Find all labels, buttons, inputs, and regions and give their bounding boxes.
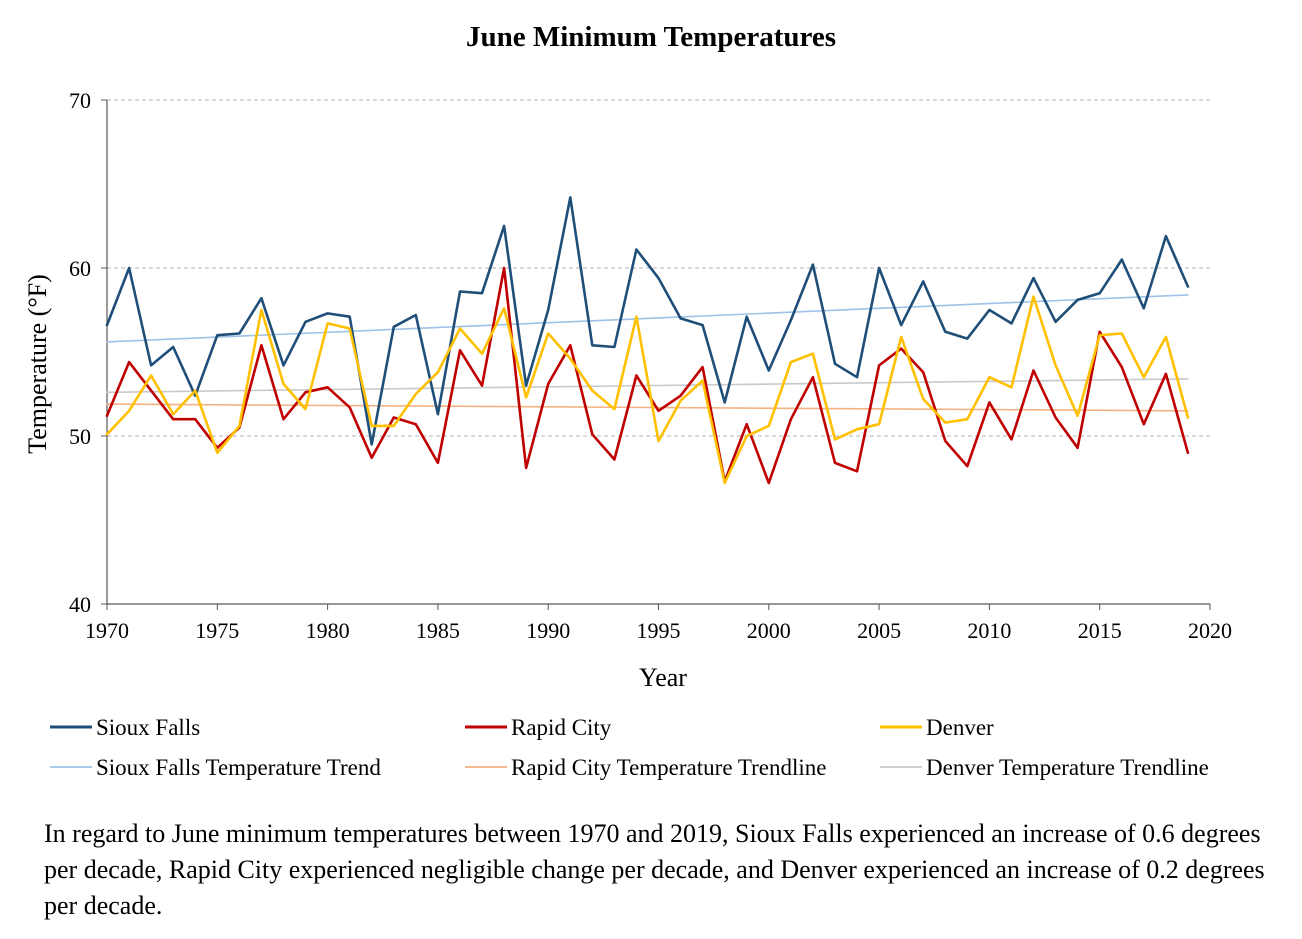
- legend-label-rapid-city: Rapid City: [511, 715, 612, 740]
- axes: 40 50 60 70 1970 1975 1980 1985 1990 1995 2000 2005…: [69, 88, 1232, 643]
- y-axis-label: Temperature (°F): [23, 274, 52, 454]
- y-tick-label: 50: [69, 424, 91, 449]
- y-tick-label: 60: [69, 256, 91, 281]
- x-tick-label: 2020: [1188, 618, 1232, 643]
- legend-label-denver: Denver: [926, 715, 994, 740]
- denver-line: [105, 295, 1190, 485]
- x-tick-label: 1990: [526, 618, 570, 643]
- x-tick-label: 2000: [747, 618, 791, 643]
- legend-label-denver-temperature-trendline: Denver Temperature Trendline: [926, 755, 1209, 780]
- series-lines: [105, 196, 1190, 485]
- x-tick-label: 1975: [195, 618, 239, 643]
- x-tick-label: 1970: [85, 618, 129, 643]
- x-tick-label: 2010: [967, 618, 1011, 643]
- sioux-falls-temperature-trend-line: [106, 294, 1189, 343]
- legend: Sioux Falls Rapid City Denver Sioux Falls T…: [50, 715, 1209, 780]
- y-tick-label: 40: [69, 592, 91, 617]
- gridlines: [107, 99, 1210, 437]
- x-tick-label: 1980: [306, 618, 350, 643]
- x-tick-label: 2015: [1078, 618, 1122, 643]
- sioux-falls-line: [105, 196, 1190, 446]
- x-tick-label: 2005: [857, 618, 901, 643]
- rapid-city-line: [105, 266, 1190, 485]
- y-tick-label: 70: [69, 88, 91, 113]
- x-tick-label: 1985: [416, 618, 460, 643]
- legend-label-sioux-falls-temperature-trend: Sioux Falls Temperature Trend: [96, 755, 381, 780]
- legend-label-sioux-falls: Sioux Falls: [96, 715, 200, 740]
- chart-title: June Minimum Temperatures: [466, 21, 836, 53]
- x-axis-label: Year: [639, 663, 687, 692]
- chart-caption: In regard to June minimum temperatures b…: [44, 819, 1265, 920]
- rapid-city-temperature-trendline-line: [106, 403, 1189, 412]
- legend-label-rapid-city-temperature-trendline: Rapid City Temperature Trendline: [511, 755, 826, 780]
- x-tick-label: 1995: [637, 618, 681, 643]
- line-chart: June Minimum Temperatures 40 50 60 70 1970 19…: [23, 21, 1232, 780]
